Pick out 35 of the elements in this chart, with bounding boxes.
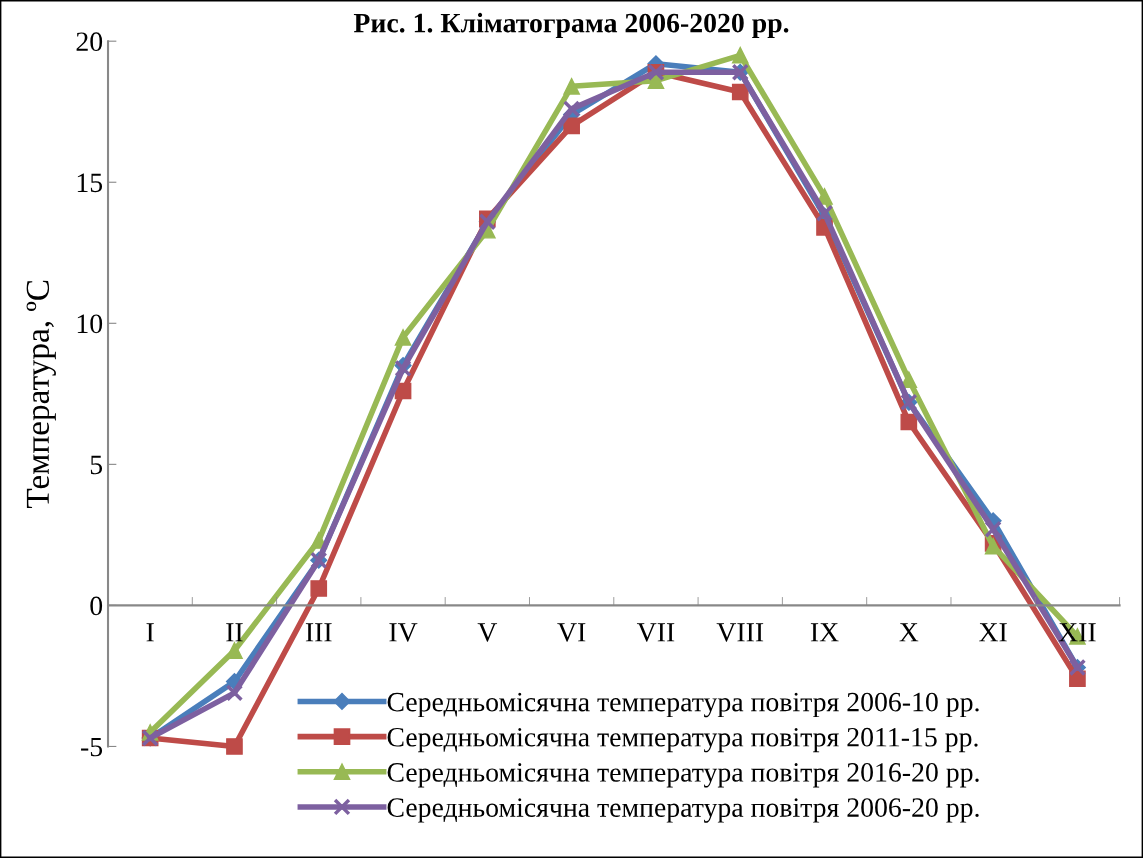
point: [900, 413, 918, 431]
x-tick-label: VIII: [716, 623, 764, 642]
x-tick-label: X: [899, 623, 919, 642]
x-tick-label: VII: [636, 623, 675, 642]
point: [226, 642, 243, 659]
point: [731, 83, 749, 101]
chart-title: Рис. 1. Кліматограма 2006-2020 рр.: [353, 12, 789, 39]
y-tick-label: 10: [77, 314, 103, 334]
legend-label: Середньомісячна температура повітря 2011-15 рр.: [387, 727, 978, 753]
point: [226, 738, 243, 755]
point: [563, 117, 580, 135]
point: [562, 100, 581, 118]
x-tick-label: IX: [810, 623, 839, 642]
y-axis-title: Температура, ºС: [26, 280, 56, 509]
point: [310, 580, 328, 597]
legend-label: Середньомісячна температура повітря 2006-20 рр.: [387, 798, 979, 823]
y-tick-label: 5: [90, 455, 103, 475]
point: [394, 329, 412, 346]
point: [731, 46, 749, 64]
legend-label: Середньомісячна температура повітря 2006-10 рр.: [387, 692, 979, 718]
point: [225, 684, 244, 702]
y-tick-label: 20: [76, 32, 103, 52]
x-tick-label: I: [146, 623, 154, 642]
x-tick-label: II: [226, 623, 243, 642]
y-tick-label: 15: [77, 173, 103, 193]
point: [563, 77, 580, 95]
x-tick-label: VI: [557, 623, 586, 642]
x-tick-label: V: [477, 623, 498, 642]
y-tick-label: -5: [81, 737, 103, 757]
point: [984, 520, 1002, 538]
x-tick-label: XI: [979, 623, 1007, 642]
x-tick-label: IV: [389, 623, 418, 642]
legend-label: Середньомісячна температура повітря 2016-20 рр.: [387, 763, 979, 788]
x-tick-label: III: [305, 623, 332, 642]
y-tick-label: 0: [90, 596, 103, 616]
